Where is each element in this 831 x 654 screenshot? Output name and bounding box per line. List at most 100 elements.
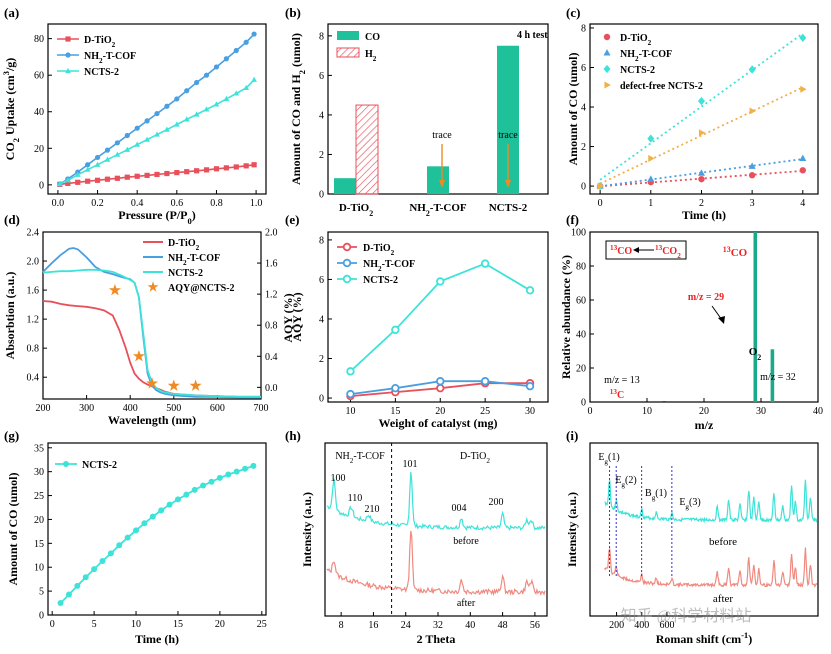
y-tick-label: 2.0 <box>27 257 40 268</box>
peak-label: 13C <box>610 388 624 401</box>
y-tick-label: 40 <box>576 330 586 341</box>
x-tick-label: 600 <box>210 403 225 414</box>
data-point <box>82 574 89 581</box>
y-tick-label: 4 <box>319 110 324 121</box>
legend-label: D-TiO2 <box>168 238 200 252</box>
data-point <box>800 85 807 93</box>
x-tick-label: 30 <box>756 406 766 417</box>
data-point <box>480 377 490 386</box>
ms-peak <box>753 232 758 402</box>
panel-label: (i) <box>566 428 578 443</box>
legend-label: NH2-T-COF <box>620 49 672 63</box>
data-point <box>191 486 198 493</box>
peak-label: 101 <box>403 459 418 470</box>
x-tick-label: 20 <box>435 406 445 417</box>
legend-marker <box>604 81 611 89</box>
x-tick-label: 56 <box>530 620 540 631</box>
aqy-point <box>189 379 202 391</box>
bar-co <box>334 178 356 194</box>
data-point <box>698 129 706 137</box>
x-tick-label: 400 <box>634 620 649 631</box>
peak-label: Eg(1) <box>598 452 619 466</box>
data-point <box>223 165 229 171</box>
legend-marker <box>65 52 71 58</box>
y-axis-label: Amount of CO (umol) <box>566 52 580 165</box>
panel-a: (a) 0.0 0.2 0.4 0.6 0.8 1.0 0 20 40 60 80 D-TiO2 NH2-… <box>1 5 267 226</box>
category-label: NCTS-2 <box>489 202 528 214</box>
xrd-before-line <box>326 472 546 532</box>
x-tick-label: 1 <box>648 198 653 209</box>
peak-label: Eg(3) <box>679 497 700 511</box>
panel-f: (f) 0 10 20 30 40 0 20 40 60 80 100 13CO m/z = 29 O2 m/… <box>559 212 823 432</box>
data-point <box>94 161 101 167</box>
data-point <box>94 177 101 183</box>
legend-label: D-TiO2 <box>363 243 395 257</box>
y-tick-label: 0 <box>581 182 586 193</box>
data-point <box>233 90 240 96</box>
x-tick-label: 0.8 <box>210 198 223 209</box>
y-tick-label: 2.4 <box>27 228 40 239</box>
legend-swatch <box>337 31 359 40</box>
data-point <box>75 179 81 185</box>
x-tick-label: 200 <box>36 403 51 414</box>
data-point <box>391 383 400 393</box>
plot-frame <box>589 442 819 617</box>
data-point <box>116 542 123 549</box>
x-axis-label: Roman shift (cm-1) <box>656 630 753 646</box>
x-tick-label: 500 <box>166 403 181 414</box>
y-axis-label: Relative abundance (%) <box>559 255 573 379</box>
data-point <box>597 182 604 190</box>
data-point <box>748 65 756 74</box>
data-point <box>85 162 91 168</box>
boxed-label-left: 13CO <box>610 244 632 257</box>
panel-label: (d) <box>4 212 20 227</box>
data-point <box>154 131 160 137</box>
data-point <box>99 558 106 565</box>
data-point <box>134 141 141 147</box>
y-tick-label: 6 <box>581 63 586 74</box>
panel-label: (f) <box>566 212 579 227</box>
y-tick-label: 80 <box>576 262 586 273</box>
x-tick-label: 300 <box>79 403 94 414</box>
data-point <box>133 527 140 534</box>
peak-arrowhead <box>718 316 725 324</box>
x-tick-label: 15 <box>173 619 183 630</box>
data-point <box>74 582 81 589</box>
x-tick-label: 4 <box>800 198 805 209</box>
y-tick-label: 0 <box>39 180 44 191</box>
legend-marker <box>147 281 159 292</box>
raman-before-line <box>604 479 818 524</box>
peak-label: Bg(1) <box>645 488 667 502</box>
x-tick-label: 40 <box>465 620 475 631</box>
y-tick-label: 80 <box>34 34 44 45</box>
data-point <box>243 163 249 169</box>
category-label: D-TiO2 <box>339 202 373 218</box>
legend-swatch <box>336 47 360 58</box>
legend-marker <box>342 274 352 284</box>
legend-label: D-TiO2 <box>620 33 652 47</box>
peak-label: m/z = 29 <box>688 292 724 303</box>
fit-line <box>599 158 803 188</box>
x-tick-label: 16 <box>368 620 378 631</box>
data-point <box>225 471 232 478</box>
legend-marker <box>342 258 352 268</box>
data-point <box>203 72 210 78</box>
y-tick-label: 2 <box>319 354 324 365</box>
x-axis-label: Time (h) <box>135 632 179 646</box>
trace-arrowhead <box>505 180 511 188</box>
data-point <box>154 110 160 117</box>
legend-label: NCTS-2 <box>168 268 203 279</box>
x-tick-label: 1.0 <box>250 198 263 209</box>
data-point <box>346 367 355 376</box>
data-point <box>104 147 111 153</box>
legend-marker <box>63 461 69 467</box>
x-axis-label: 2 Theta <box>417 632 456 646</box>
y-tick-label: 6 <box>319 71 324 82</box>
x-axis-label: m/z <box>695 418 714 432</box>
legend-marker <box>603 64 611 74</box>
data-point <box>525 286 535 295</box>
xrd-after-line <box>326 530 546 597</box>
data-point <box>174 496 181 503</box>
data-point <box>84 166 91 172</box>
